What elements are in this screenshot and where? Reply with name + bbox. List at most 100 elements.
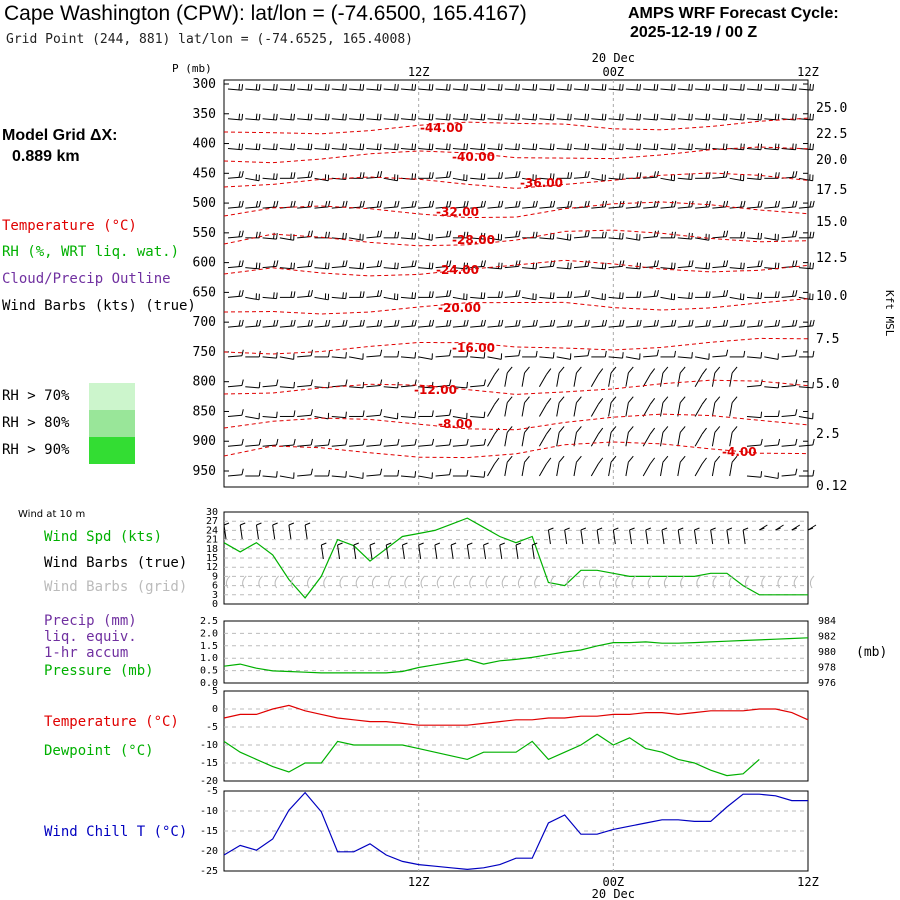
wind-barb-feather <box>345 233 347 240</box>
wind-barb-feather <box>714 396 721 403</box>
wind-barb-feather <box>809 83 812 91</box>
wind-barb-staff <box>504 176 519 179</box>
wind-barb-staff <box>729 372 733 387</box>
wind-barb-staff <box>366 295 381 298</box>
legend-rh: RH (%, WRT liq. wat.) <box>2 244 180 260</box>
wind-barb-feather <box>515 201 518 208</box>
wind-barb-feather <box>532 143 535 150</box>
wind-barb-staff <box>522 325 537 328</box>
wind-barb-staff <box>418 148 433 151</box>
wind-barb-feather <box>466 319 469 327</box>
wind-barb-feather <box>431 381 434 388</box>
wind-barb-staff <box>366 265 381 269</box>
wind-barb-staff <box>297 265 312 269</box>
wind-barb-feather <box>532 113 535 120</box>
wind-barb-feather <box>604 143 607 150</box>
wind-barb-feather <box>414 319 417 327</box>
wind-barb-staff <box>366 118 381 121</box>
wind-barb-feather <box>414 173 417 180</box>
wind-barb-feather <box>515 143 517 150</box>
wind-barb-feather <box>449 468 452 475</box>
wind-barb-staff <box>245 386 260 389</box>
wind-barb-feather <box>774 83 777 91</box>
wind-barb-staff <box>331 444 346 447</box>
wind-barb-feather <box>567 113 569 120</box>
wind-barb-staff <box>677 265 692 269</box>
pressure-axis-title: P (mb) <box>172 62 212 75</box>
wind-barb-feather <box>428 113 431 120</box>
wind-barb-staff <box>314 444 329 447</box>
wind-barb-staff <box>556 402 560 417</box>
wind-barb-feather <box>359 320 362 327</box>
wind-barb-feather <box>740 231 743 238</box>
wind-barb-staff <box>297 88 312 91</box>
wind-barb-feather <box>662 396 669 403</box>
forecast-cycle: AMPS WRF Forecast Cycle: 2025-12-19 / 00… <box>628 4 839 42</box>
surface-barb-feather <box>272 522 278 526</box>
wind-barb-feather <box>670 201 674 208</box>
wind-barb-feather <box>622 84 624 91</box>
pressure-tick-label: 950 <box>193 464 216 479</box>
wind-barb-feather <box>276 292 278 299</box>
wind-barb-feather <box>743 350 746 358</box>
surface-barb-feather <box>450 542 457 546</box>
wind-barb-staff <box>608 356 623 359</box>
wind-barb-staff <box>729 148 744 151</box>
wind-barb-feather <box>258 262 261 269</box>
wind-barb-feather <box>576 455 582 463</box>
surface-barb-feather <box>353 542 359 546</box>
wind-barb-feather <box>293 291 296 298</box>
wind-barb-feather <box>276 113 278 121</box>
wind-barb-feather <box>524 426 530 433</box>
wind-barb-staff <box>711 432 716 447</box>
wind-barb-staff <box>245 296 260 301</box>
surface-barb-feather <box>759 527 765 531</box>
wind-barb-feather <box>466 469 469 477</box>
wind-barb-feather <box>293 200 296 207</box>
wind-barb-feather <box>743 262 745 269</box>
wind-barb-staff <box>297 148 312 151</box>
wind-barb-feather <box>567 291 570 298</box>
wind-barb-staff <box>400 118 415 121</box>
wind-barb-staff <box>470 444 485 447</box>
wind-barb-feather <box>238 290 241 297</box>
pressure-tick-label: 750 <box>193 345 216 360</box>
wind-barb-staff <box>418 88 433 91</box>
wind-barb-feather <box>549 320 553 327</box>
wind-barb-feather <box>604 84 607 91</box>
height-tick-label: 25.0 <box>816 101 847 116</box>
wind-barb-feather <box>622 319 625 327</box>
wind-barb-staff <box>643 236 658 239</box>
bottom-time-label: 12Z <box>408 875 430 889</box>
wind-barb-feather <box>688 83 690 91</box>
wind-barb-feather <box>795 438 798 446</box>
wind-barb-staff <box>435 176 450 179</box>
wind-barb-staff <box>798 206 813 209</box>
wind-barb-feather <box>636 143 639 150</box>
wind-barb-staff <box>573 402 577 417</box>
wind-barb-staff <box>487 118 502 121</box>
wind-barb-feather <box>653 320 656 327</box>
wind-barb-staff <box>435 325 450 328</box>
wind-barb-feather <box>622 233 624 240</box>
wind-barb-feather <box>362 84 365 91</box>
bottom-time-label: 12Z <box>797 875 819 889</box>
wind-barb-feather <box>342 320 345 327</box>
wind-barb-feather <box>276 200 279 207</box>
wind-barb-feather <box>497 201 501 208</box>
wind-barb-feather <box>777 291 780 298</box>
wind-barb-staff <box>227 414 242 417</box>
wind-barb-feather <box>757 173 760 180</box>
wind-barb-feather <box>394 83 396 91</box>
wind-barb-feather <box>552 292 555 299</box>
grid-point-subtitle: Grid Point (244, 881) lat/lon = (-74.652… <box>6 32 413 47</box>
wind-barb-feather <box>725 349 729 356</box>
wind-barb-feather <box>701 427 707 435</box>
wind-barb-staff <box>798 177 813 182</box>
wind-barb-staff <box>712 88 727 91</box>
wind-barb-staff <box>643 176 658 179</box>
wind-barb-feather <box>376 260 380 267</box>
wind-panel-tick-label: 15 <box>206 553 218 564</box>
wind-barb-feather <box>310 468 313 475</box>
surface-barb-staff <box>580 529 584 545</box>
